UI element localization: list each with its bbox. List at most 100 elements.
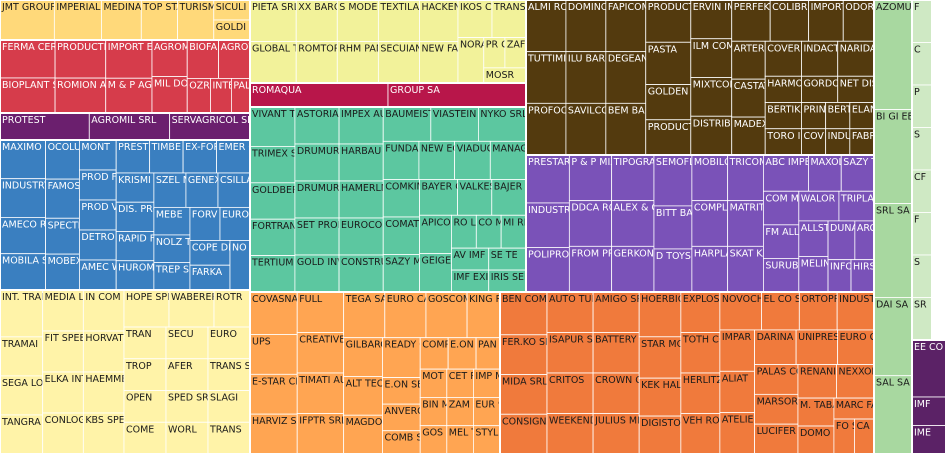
treemap-cell-harviz-sa: [249, 413, 298, 454]
treemap-cell-mi-ri-srl: [500, 214, 527, 249]
treemap-cell-productie: [645, 0, 692, 43]
treemap-cell-king-royal-srl: [466, 291, 501, 339]
treemap-cell-sazy-mester: [382, 254, 420, 293]
treemap-cell-crown-cool-srl: [592, 372, 640, 414]
treemap-cell-industry-transilvan: [0, 178, 46, 218]
treemap-cell-palas-com-srl: [754, 364, 799, 395]
treemap-cell-viastein-srl: [430, 106, 479, 142]
treemap-cell-uniprest-international: [795, 329, 839, 365]
treemap-cell-ddca-romania-srl: [568, 200, 613, 247]
treemap-cell-alex-co-sa: [611, 200, 655, 247]
treemap-cell-dai-sa: [873, 297, 913, 377]
treemap-cell-complett-pack: [691, 200, 729, 247]
treemap-cell-degean-srl: [605, 51, 647, 104]
treemap-group: PRESTARI SERVICIIINDUSTRY STEELPOLIPROD …: [525, 154, 875, 293]
treemap-cell-horvath: [82, 330, 125, 373]
treemap-cell-ups: [249, 334, 298, 375]
treemap-cell-euro-gas: [837, 329, 876, 365]
treemap-cell-c: [911, 42, 933, 86]
treemap-cell-spectru-center: [45, 217, 80, 255]
treemap-cell-farka: [189, 264, 231, 291]
treemap-cell-zafo: [504, 37, 527, 69]
treemap-cell-odorest: [842, 0, 875, 42]
treemap-cell-pasta: [645, 41, 692, 85]
treemap-cell-mida-srl: [499, 374, 548, 415]
treemap-cell-romaqua: [249, 82, 389, 108]
treemap-cell-covasnalog-srl: [249, 291, 298, 335]
treemap-cell-imf-exisr: [451, 269, 490, 293]
treemap-cell-rotr: [213, 289, 251, 328]
treemap-cell-tangra: [0, 414, 44, 454]
treemap-cell-prestari-servicii: [525, 154, 570, 204]
treemap-cell-haemme-group: [82, 371, 125, 414]
treemap-cell-vivant-t-srl: [249, 106, 296, 147]
treemap-cell-bitt-bau-srl: [653, 205, 693, 250]
treemap-cell-magdolna-impex-srl: [343, 414, 383, 454]
treemap-cell-from-product: [568, 245, 613, 293]
treemap-cell-norada-sa: [457, 37, 485, 84]
treemap-cell-ca-gro: [854, 418, 876, 454]
treemap-cell-hirsch-porr: [850, 259, 875, 293]
treemap-cell-worl: [165, 421, 209, 454]
treemap-cell-stylin-impex: [472, 425, 501, 454]
treemap-cell-s: [911, 127, 933, 171]
treemap-cell-maxoll-srl: [808, 154, 842, 192]
treemap-cell-imperial-hotel: [53, 0, 102, 41]
treemap-cell-kbs-sped-srl: [82, 412, 125, 454]
treemap-cell-elan-trio: [849, 102, 875, 130]
treemap-cell-toro-impex: [764, 128, 802, 156]
treemap-cell-coveris-rigid: [764, 40, 802, 77]
treemap-cell-surub-trade-srl: [763, 258, 800, 293]
treemap-cell-m-p-agro-srl: [105, 77, 153, 114]
treemap-cell-s-mode-sa: [336, 0, 379, 42]
treemap-cell-gos-com: [419, 425, 448, 454]
treemap-cell-csillag: [217, 172, 251, 208]
treemap-cell-prest-servic: [115, 139, 151, 174]
treemap-cell-mosr: [483, 67, 527, 84]
treemap-cell-lucifer-srl: [754, 423, 799, 454]
treemap-cell-trep-srl: [153, 262, 191, 291]
treemap-cell-xx-barot: [295, 0, 338, 42]
treemap-cell-no-limit: [229, 240, 251, 291]
treemap-cell-productie: [645, 119, 692, 156]
treemap-cell-arterimpex: [731, 40, 766, 80]
treemap-cell-full: [296, 291, 345, 333]
treemap-cell-battery-team-srl: [592, 332, 640, 374]
treemap-cell-dis-prod: [115, 201, 155, 232]
treemap-cell-aliat: [719, 370, 755, 414]
treemap-cell-gold-invest: [294, 254, 340, 293]
treemap-cell-goldi: [213, 19, 251, 41]
treemap-cell-domo-retail-sa: [797, 425, 835, 454]
treemap-cell-bioplant-srl: [0, 77, 56, 114]
treemap-cell-castate-harghita: [731, 78, 766, 118]
treemap-cell-rapid-forest: [115, 231, 155, 262]
treemap-cell-goscom-sa: [425, 291, 468, 339]
treemap-cell-pr-co: [483, 37, 506, 69]
treemap-cell-afer: [165, 358, 209, 391]
treemap-cell-gilbarco: [343, 337, 383, 377]
treemap-cell-impar-srl: [719, 329, 755, 372]
treemap-cell-av-imf: [451, 247, 490, 271]
treemap-cell-slagi: [207, 390, 251, 423]
treemap-cell-emer-com: [216, 139, 251, 174]
treemap-cell-cf: [911, 169, 933, 213]
treemap-cell-madexport: [731, 116, 766, 156]
treemap-cell-mel-tor: [446, 425, 474, 454]
treemap-cell-prin: [801, 102, 827, 130]
treemap-cell-ex-for: [182, 139, 217, 174]
treemap-cell-se-te: [488, 247, 527, 271]
treemap-cell-net-distrib: [837, 75, 875, 103]
treemap-cell-tripla-srl: [838, 190, 875, 222]
treemap-cell-p-p-mixt-srl: [568, 154, 613, 202]
treemap-cell-ime: [911, 425, 946, 454]
treemap-cell-kek-hal-srl: [638, 377, 682, 417]
treemap-cell-top-star-2000-srl: [140, 0, 178, 41]
treemap-cell-biofarm-srl: [186, 39, 220, 79]
treemap-cell-semoflex: [653, 154, 693, 207]
treemap-cell-iris-serv: [488, 269, 527, 293]
treemap-cell-skat-kart-srl: [727, 245, 764, 293]
treemap-cell-trans-sa: [207, 358, 251, 391]
treemap-cell-prod-fort: [79, 169, 117, 201]
treemap-cell-fundame: [382, 140, 420, 180]
